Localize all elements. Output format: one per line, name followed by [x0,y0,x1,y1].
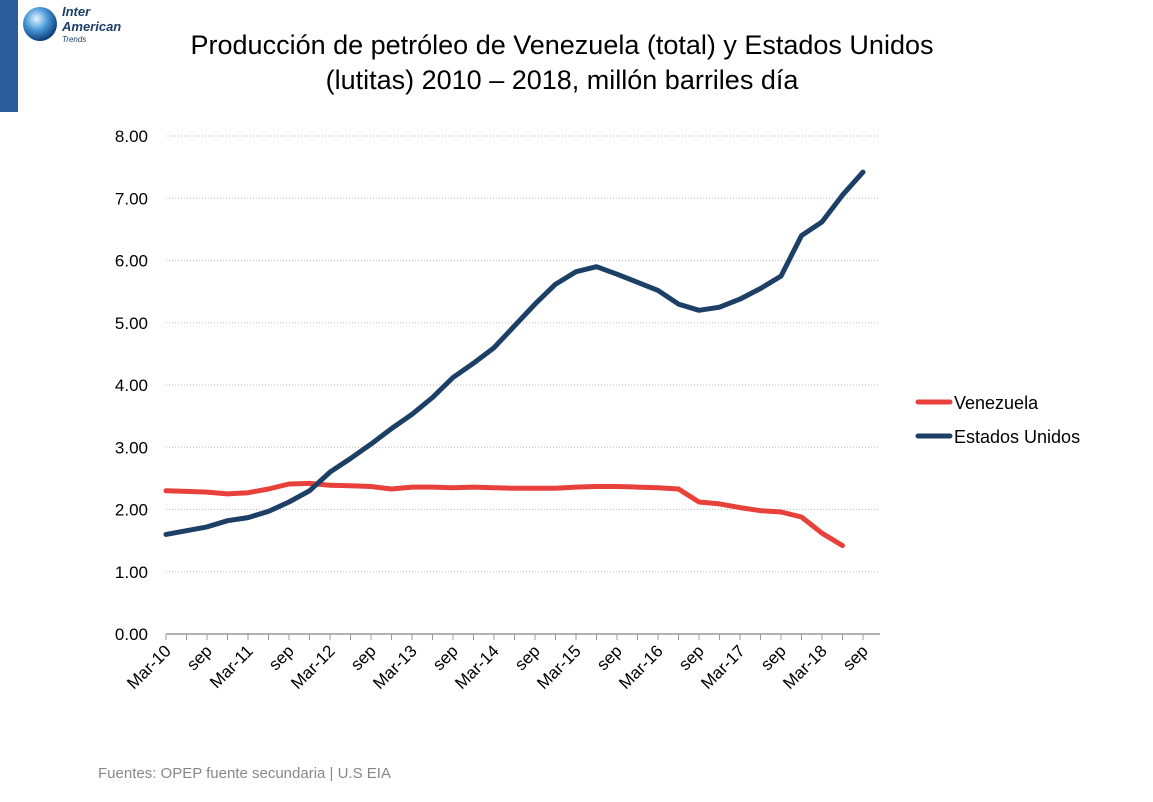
x-tick-label: sep [675,641,708,674]
legend-label: Venezuela [954,393,1039,413]
x-tick-label: Mar-15 [533,641,585,693]
legend-label: Estados Unidos [954,427,1080,447]
x-tick-label: Mar-12 [287,641,339,693]
y-tick-label: 0.00 [115,625,148,644]
x-tick-label: sep [593,641,626,674]
y-tick-label: 2.00 [115,501,148,520]
y-tick-label: 7.00 [115,189,148,208]
data-line [163,480,845,549]
y-tick-label: 3.00 [115,438,148,457]
logo-text: Trends [62,35,86,44]
x-tick-label: sep [839,641,872,674]
x-tick-label: Mar-14 [451,641,503,693]
x-tick-label: sep [511,641,544,674]
y-tick-label: 1.00 [115,563,148,582]
source-note: Fuentes: OPEP fuente secundaria | U.S EI… [98,765,391,782]
chart-title: Producción de petróleo de Venezuela (tot… [191,30,934,60]
x-tick-label: Mar-13 [369,641,421,693]
x-tick-label: sep [183,641,216,674]
x-tick-label: Mar-18 [779,641,831,693]
y-tick-label: 4.00 [115,376,148,395]
x-tick-label: Mar-10 [123,641,175,693]
x-tick-label: sep [757,641,790,674]
chart-title: (lutitas) 2010 – 2018, millón barriles d… [326,65,800,95]
x-tick-label: Mar-11 [206,641,257,692]
x-tick-label: Mar-16 [615,641,667,693]
y-tick-label: 5.00 [115,314,148,333]
x-tick-label: sep [265,641,298,674]
logo-text: American [61,19,121,34]
x-tick-label: Mar-17 [697,641,749,693]
x-tick-label: sep [347,641,380,674]
logo-globe [23,7,57,41]
y-tick-label: 6.00 [115,252,148,271]
data-line [163,169,866,537]
logo-text: Inter [62,4,91,19]
y-tick-label: 8.00 [115,127,148,146]
logo-bar [0,0,18,112]
x-tick-label: sep [429,641,462,674]
